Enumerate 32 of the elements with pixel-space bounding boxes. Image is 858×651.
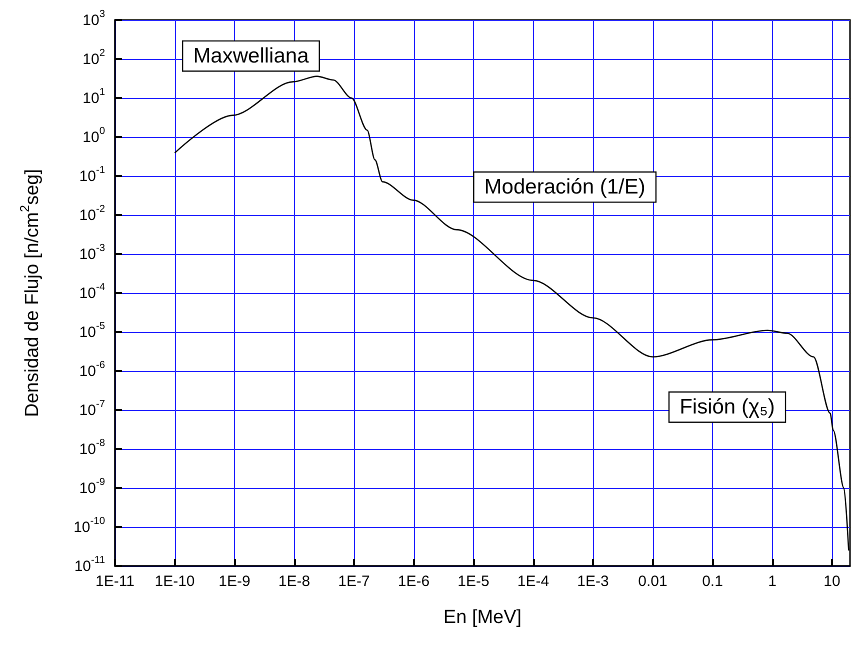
y-tick-label: 10$^{-11}$: [74, 555, 106, 574]
x-tick-label: 1E-6: [398, 573, 430, 590]
x-tick-label: 1E-11: [96, 573, 134, 590]
x-tick-label: 1E-9: [218, 573, 250, 590]
y-tick-label: 10$^{-2}$: [79, 204, 106, 224]
x-tick-label: 0.1: [702, 573, 723, 590]
y-tick-label: 10$^{-8}$: [79, 438, 106, 458]
y-tick-label: 10$^{-9}$: [79, 477, 106, 496]
y-tick-label: 10$^{1}$: [82, 87, 106, 106]
x-tick-label: 0.01: [638, 573, 668, 590]
y-tick-label: 10$^{-5}$: [79, 321, 106, 340]
y-tick-label: 10$^{-6}$: [79, 360, 106, 380]
x-tick-label: 1E-5: [458, 573, 490, 590]
x-tick-label: 1E-8: [278, 573, 310, 590]
y-tick-label: 10$^{-1}$: [79, 165, 106, 184]
annotation: Fisión (χ₅): [680, 396, 775, 419]
y-tick-label: 10$^{2}$: [82, 48, 106, 68]
y-tick-label: 10$^{-3}$: [79, 243, 106, 262]
x-tick-label: 1E-3: [577, 573, 609, 590]
y-tick-label: 10$^{-4}$: [79, 282, 106, 302]
x-axis-title: En [MeV]: [443, 607, 522, 628]
y-tick-label: 10$^{-7}$: [79, 399, 106, 418]
x-tick-label: 1E-10: [154, 573, 195, 590]
x-tick-label: 1: [768, 573, 776, 590]
x-tick-label: 10: [824, 573, 840, 590]
annotation: Moderación (1/E): [484, 176, 646, 199]
y-tick-label: 10$^{3}$: [82, 9, 106, 28]
x-tick-label: 1E-4: [517, 573, 550, 590]
annotation: Maxwelliana: [193, 44, 310, 68]
y-tick-label: 10$^{0}$: [82, 126, 106, 146]
y-tick-label: 10$^{-10}$: [74, 516, 106, 536]
x-tick-label: 1E-7: [338, 573, 370, 590]
